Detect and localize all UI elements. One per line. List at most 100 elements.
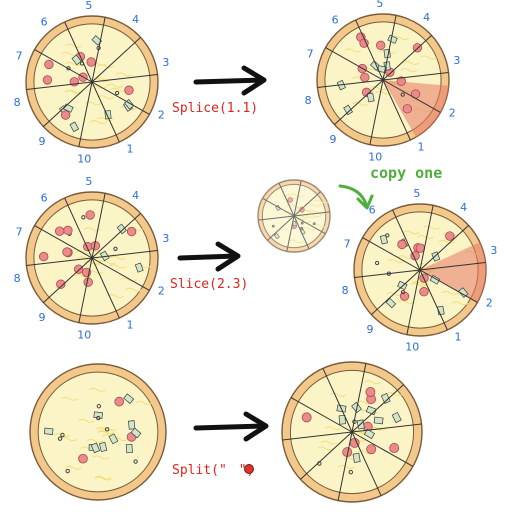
slice-number: 3 (162, 56, 169, 69)
cut-line (369, 79, 384, 145)
cheese-scribble (97, 430, 115, 435)
cheese-scribble (324, 426, 342, 431)
cut-line (43, 257, 93, 303)
cheese-scribble (120, 277, 137, 282)
green-pepper (391, 411, 402, 424)
pizza-row1-original: 5 4 6 7 8 9 10 1 2 3 (14, 0, 170, 165)
cut-line (91, 17, 106, 83)
pepperoni (301, 412, 312, 423)
pepperoni (114, 396, 125, 407)
cheese-scribble (402, 230, 420, 235)
pepperoni (56, 279, 66, 289)
green-pepper (123, 393, 135, 404)
slice-number: 4 (132, 189, 139, 202)
slice-number: 5 (85, 0, 92, 12)
cheese-scribble (60, 437, 77, 442)
green-pepper (90, 442, 101, 454)
cheese-scribble (441, 290, 459, 295)
slice-number: 10 (405, 340, 419, 353)
slice-number: 6 (369, 203, 376, 216)
green-pepper (43, 427, 54, 435)
cut-line (258, 215, 295, 221)
slice-number: 9 (39, 135, 46, 148)
cheese-scribble (97, 430, 115, 435)
cut-line (91, 213, 141, 259)
cheese-scribble (317, 446, 334, 451)
cut-line (419, 205, 434, 271)
cut-line (322, 368, 353, 433)
pepperoni (126, 226, 137, 237)
pepperoni (78, 453, 88, 464)
cut-line (34, 49, 93, 83)
slice-number: 4 (132, 13, 139, 26)
slice-number: 1 (418, 141, 425, 154)
cut-line (26, 257, 93, 267)
cheese-scribble (74, 274, 92, 279)
cut-line (406, 269, 421, 335)
green-pepper (71, 54, 82, 66)
cut-line (91, 81, 150, 115)
cheese-scribble (110, 87, 127, 92)
pepperoni (62, 247, 72, 257)
cheese-scribble (107, 294, 124, 299)
arrow-right-icon (177, 241, 241, 272)
slice-number: 7 (344, 238, 351, 251)
green-pepper (69, 121, 80, 133)
olive (400, 289, 406, 295)
green-pepper (134, 262, 144, 273)
pepperoni (299, 207, 305, 213)
pepperoni (44, 59, 54, 70)
slice-number: 5 (85, 175, 92, 188)
cheese-scribble (320, 440, 338, 445)
cut-line (371, 269, 421, 315)
pepperoni (73, 264, 84, 274)
cut-line (419, 269, 448, 331)
cheese-scribble (109, 255, 127, 260)
pepperoni (445, 231, 455, 241)
cut-line (91, 249, 158, 259)
cheese-scribble (109, 264, 126, 269)
cut-line (325, 47, 384, 81)
slice-number: 7 (16, 50, 23, 63)
pepperoni (389, 443, 400, 453)
green-pepper (93, 411, 103, 419)
cheese-scribble (94, 475, 112, 480)
cut-line (355, 19, 384, 81)
cut-line (293, 211, 330, 217)
cut-line (392, 209, 421, 271)
cheese-scribble (312, 199, 330, 204)
cut-line (362, 237, 421, 271)
cheese-scribble (89, 387, 106, 392)
cut-line (78, 257, 93, 323)
olive (96, 404, 102, 409)
cheese-scribble (89, 120, 107, 125)
cheese-scribble (392, 35, 409, 40)
green-pepper (128, 420, 136, 430)
cheese-scribble (411, 281, 429, 286)
cut-line (351, 363, 367, 433)
pepperoni (63, 225, 73, 236)
split-label: Split("") (172, 463, 254, 478)
pepperoni (402, 104, 413, 114)
cheese-scribble (420, 55, 437, 60)
slice-number: 6 (41, 191, 48, 204)
slice-number: 2 (158, 109, 165, 122)
cheese-scribble (83, 260, 101, 265)
pizza-row3-whole (29, 363, 167, 501)
slice-number: 10 (77, 152, 91, 165)
green-pepper (99, 250, 110, 262)
cut-line (290, 397, 353, 433)
cheese-scribble (417, 234, 434, 239)
slice-number: 9 (330, 133, 337, 146)
pepperoni (287, 197, 293, 203)
pizza-row2-copy-thumbnail (257, 179, 331, 253)
green-pepper (387, 34, 398, 44)
highlighted-slice (420, 242, 486, 303)
cut-line (286, 215, 295, 252)
slice-number: 9 (367, 323, 374, 336)
cut-line (43, 81, 93, 127)
pepperoni (366, 444, 377, 455)
cheese-scribble (60, 396, 78, 401)
cut-line (78, 81, 93, 147)
